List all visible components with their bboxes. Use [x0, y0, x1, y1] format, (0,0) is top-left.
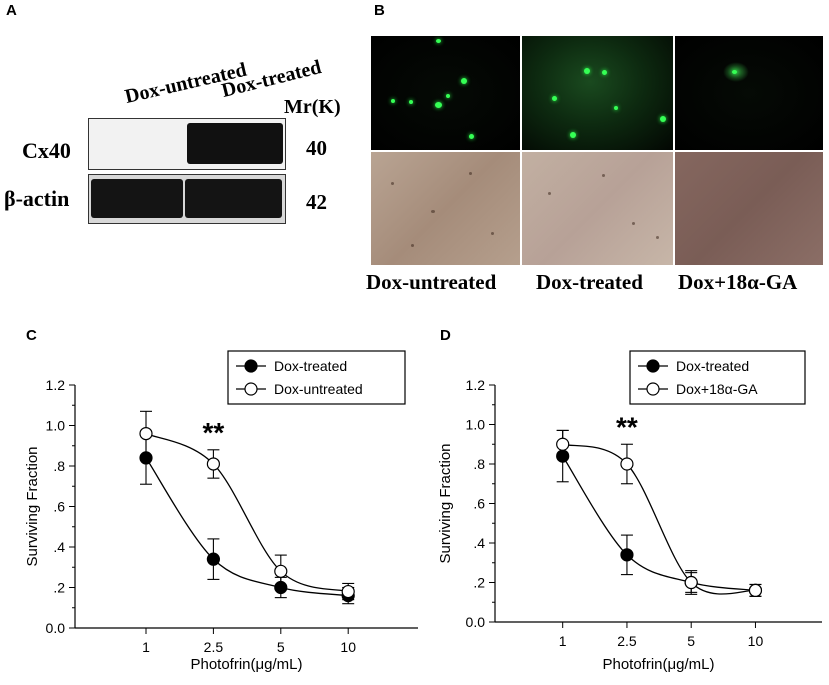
chart-d-series-1-point [684, 575, 698, 590]
micrograph-label-untreated: Dox-untreated [366, 270, 497, 294]
chart-d-y-tick-label: 1.0 [466, 417, 486, 433]
micrograph-label-18ga: Dox+18α-GA [678, 270, 798, 294]
band-actin-untreated [91, 179, 183, 218]
chart-d-legend-entry: Dox-treated [676, 358, 749, 374]
chart-c-series-1-point [274, 564, 288, 578]
chart-c-y-tick-label: 1.2 [46, 377, 66, 393]
chart-d-series-0-point [620, 548, 634, 562]
chart-c-y-axis-label: Surviving Fraction [24, 446, 41, 566]
chart-d-legend-box [629, 350, 806, 405]
chart-d-y-tick-label: .4 [473, 535, 485, 551]
chart-c-series-0-point [139, 451, 153, 465]
chart-c-y-tick-label: .2 [53, 580, 65, 596]
chart-c-series-0-line [145, 457, 349, 597]
chart-c-significance: ** [203, 417, 225, 448]
chart-c-x-axis-label: Photofrin(μg/mL) [190, 656, 302, 673]
chart-d-x-tick-label: 1 [559, 633, 567, 649]
chart-d-series-0-point [556, 449, 570, 463]
chart-d-x-tick-label: 5 [687, 633, 695, 649]
blot-cx40 [88, 118, 286, 170]
chart-d-y-tick-label: .6 [473, 496, 485, 512]
micrograph-label-treated: Dox-treated [536, 270, 643, 294]
mr-label: Mr(K) [284, 96, 341, 118]
fluorescence-untreated [371, 36, 520, 150]
chart-c-y-tick-label: .4 [53, 539, 65, 555]
panel-letter-a: A [6, 2, 17, 19]
chart-d-series-1-point [620, 457, 634, 471]
chart-d-y-tick-label: 1.2 [466, 377, 486, 393]
brightfield-untreated [371, 152, 520, 265]
chart-c-legend-entry: Dox-untreated [274, 381, 363, 397]
chart-d-y-tick-label: .8 [473, 456, 485, 472]
chart-d-x-axis-label: Photofrin(μg/mL) [602, 656, 714, 673]
band-label-actin: β-actin [4, 186, 70, 211]
chart-c-legend-marker [244, 359, 258, 373]
chart-c-y-tick-label: .6 [53, 499, 65, 515]
chart-d-series-0-line [562, 455, 756, 592]
chart-c-x-tick-label: 10 [340, 639, 356, 655]
panel-letter-b: B [374, 2, 385, 19]
chart-d-legend-entry: Dox+18α-GA [676, 381, 758, 397]
chart-d-y-axis-label: Surviving Fraction [437, 443, 454, 563]
chart-c-series-0-point [274, 580, 288, 595]
chart-c-y-tick-label: 1.0 [46, 418, 66, 434]
brightfield-treated [522, 152, 673, 265]
chart-d-series-1-point [556, 437, 570, 451]
chart-d-x-tick-label: 2.5 [617, 633, 637, 649]
chart-d-series-1-point [748, 583, 763, 598]
blot-actin [88, 174, 286, 224]
chart-c-series-1-line [145, 433, 349, 593]
chart-c-series-1-point [206, 457, 221, 471]
mr-value-cx40: 40 [306, 136, 327, 160]
band-label-cx40: Cx40 [22, 138, 71, 163]
chart-c-series-1-point [341, 584, 355, 599]
mr-value-actin: 42 [306, 190, 327, 214]
panel-letter-d: D [440, 327, 451, 344]
chart-d-y-tick-label: .2 [473, 575, 485, 591]
chart-d-significance: ** [616, 411, 638, 442]
chart-c-x-tick-label: 5 [277, 639, 285, 655]
fluorescence-treated [522, 36, 673, 150]
panel-letter-c: C [26, 327, 37, 344]
brightfield-18ga [675, 152, 823, 265]
chart-c-y-tick-label: 0.0 [46, 620, 66, 636]
chart-c-legend-entry: Dox-treated [274, 358, 347, 374]
chart-d-y-tick-label: 0.0 [466, 614, 486, 630]
chart-c-x-tick-label: 2.5 [204, 639, 224, 655]
chart-c-legend-marker [244, 382, 258, 396]
band-cx40-treated [187, 123, 283, 164]
chart-d-legend-marker [646, 382, 660, 396]
chart-c-legend-box [227, 350, 406, 405]
chart-d-series-1-line [562, 443, 756, 595]
chart-d-x-tick-label: 10 [748, 633, 764, 649]
chart-c-y-tick-label: .8 [53, 458, 65, 474]
chart-c-x-tick-label: 1 [142, 639, 150, 655]
fluorescence-18ga [675, 36, 823, 150]
band-actin-treated [185, 179, 282, 218]
chart-d-legend-marker [646, 359, 660, 373]
chart-c-series-1-point [139, 427, 153, 441]
chart-c-series-0-point [206, 552, 221, 566]
